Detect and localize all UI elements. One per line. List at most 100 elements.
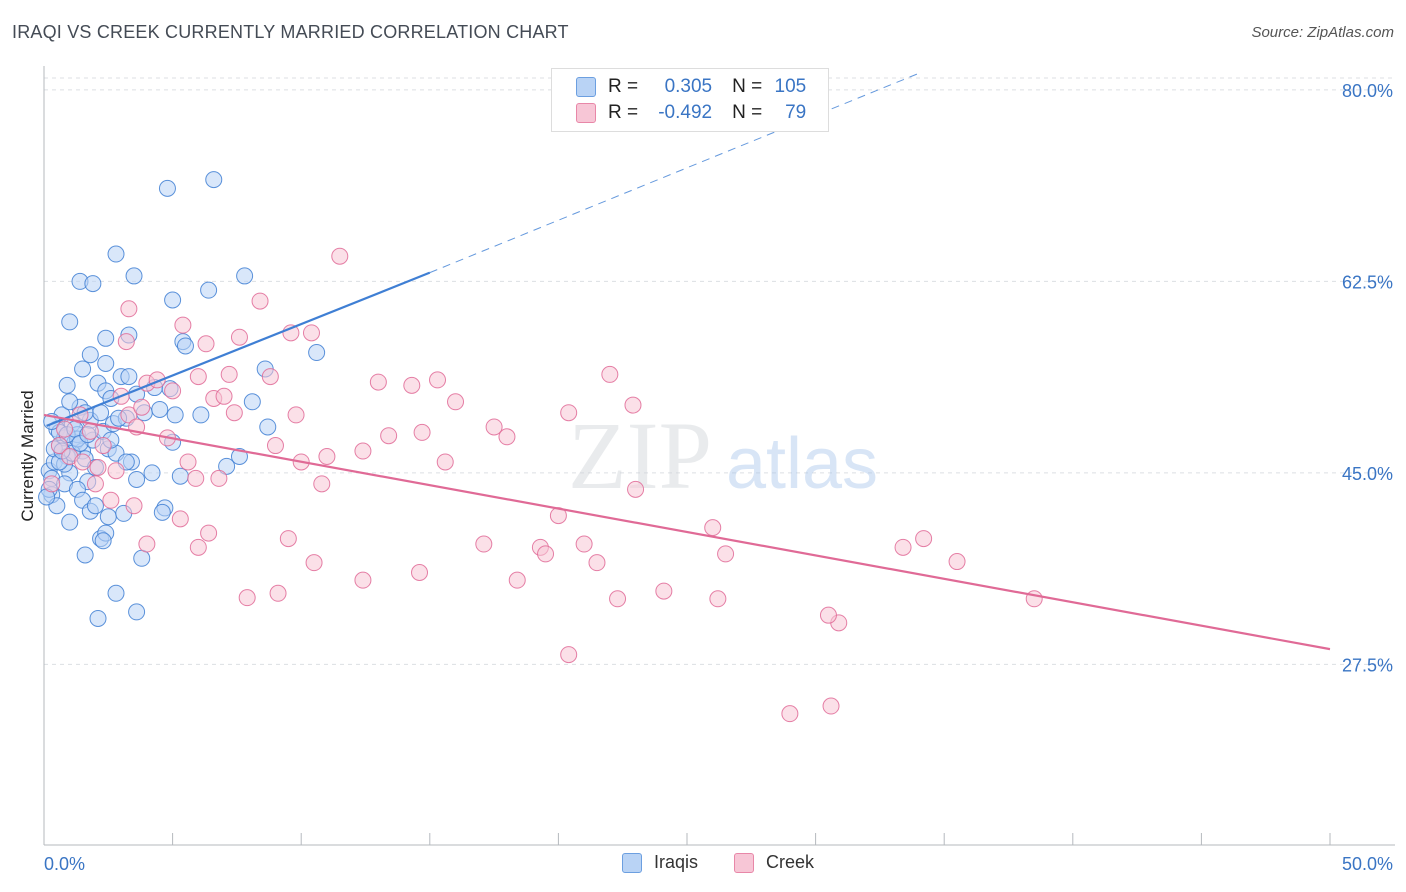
point-iraqis bbox=[151, 400, 169, 418]
point-iraqis bbox=[171, 467, 189, 485]
point-creek bbox=[230, 328, 248, 346]
point-iraqis bbox=[153, 503, 171, 521]
x-tick-label: 50.0% bbox=[1342, 854, 1393, 874]
tick-labels: 80.0% 62.5% 45.0% 27.5% 0.0% 50.0% bbox=[44, 81, 1393, 874]
point-creek bbox=[279, 530, 297, 548]
chart-title: IRAQI VS CREEK CURRENTLY MARRIED CORRELA… bbox=[12, 22, 569, 42]
point-creek bbox=[354, 442, 372, 460]
gridlines bbox=[44, 77, 1395, 665]
point-creek bbox=[305, 554, 323, 572]
point-iraqis bbox=[58, 376, 76, 394]
point-creek bbox=[197, 335, 215, 353]
point-iraqis bbox=[107, 584, 125, 602]
point-iraqis bbox=[218, 457, 236, 475]
point-creek bbox=[313, 475, 331, 493]
legend-item-creek[interactable]: Creek bbox=[734, 852, 814, 873]
point-creek bbox=[138, 535, 156, 553]
point-creek bbox=[94, 437, 112, 455]
r-label: R = bbox=[608, 102, 639, 123]
y-tick-label: 45.0% bbox=[1342, 464, 1393, 484]
point-creek bbox=[215, 387, 233, 405]
point-iraqis bbox=[86, 497, 104, 515]
watermark-atlas: atlas bbox=[726, 424, 878, 504]
stats-swatch-iraqis bbox=[576, 77, 596, 97]
point-creek bbox=[74, 453, 92, 471]
point-creek bbox=[189, 538, 207, 556]
point-creek bbox=[588, 554, 606, 572]
point-creek bbox=[369, 373, 387, 391]
point-creek bbox=[210, 469, 228, 487]
point-creek bbox=[717, 545, 735, 563]
point-creek bbox=[220, 365, 238, 383]
point-creek bbox=[89, 458, 107, 476]
point-iraqis bbox=[97, 354, 115, 372]
point-creek bbox=[624, 396, 642, 414]
point-iraqis bbox=[259, 418, 277, 436]
y-tick-label: 27.5% bbox=[1342, 655, 1393, 675]
point-creek bbox=[225, 404, 243, 422]
point-creek bbox=[133, 398, 151, 416]
point-creek bbox=[86, 475, 104, 493]
legend-swatch-iraqis bbox=[622, 852, 642, 873]
point-creek bbox=[819, 606, 837, 624]
n-value-creek: 79 bbox=[785, 102, 807, 123]
point-creek bbox=[125, 497, 143, 515]
stats-swatch-creek bbox=[576, 103, 596, 123]
point-creek bbox=[436, 453, 454, 471]
point-creek bbox=[447, 393, 465, 411]
point-iraqis bbox=[107, 245, 125, 263]
n-value-iraqis: 105 bbox=[774, 76, 807, 97]
point-creek bbox=[164, 382, 182, 400]
point-creek bbox=[251, 292, 269, 310]
point-iraqis bbox=[61, 393, 79, 411]
point-iraqis bbox=[192, 406, 210, 424]
axes bbox=[43, 66, 1395, 846]
point-creek bbox=[537, 545, 555, 563]
point-iraqis bbox=[61, 313, 79, 331]
r-label: R = bbox=[608, 76, 639, 97]
point-creek bbox=[413, 423, 431, 441]
point-creek bbox=[238, 589, 256, 607]
point-iraqis bbox=[120, 368, 138, 386]
point-creek bbox=[56, 420, 74, 438]
point-creek bbox=[411, 564, 429, 582]
point-creek bbox=[704, 519, 722, 537]
source-label: Source: ZipAtlas.com bbox=[1251, 24, 1394, 41]
point-creek bbox=[627, 480, 645, 498]
point-creek bbox=[380, 427, 398, 445]
point-creek bbox=[171, 510, 189, 528]
point-iraqis bbox=[128, 603, 146, 621]
point-iraqis bbox=[74, 360, 92, 378]
point-iraqis bbox=[89, 609, 107, 627]
point-creek bbox=[302, 324, 320, 342]
point-creek bbox=[485, 418, 503, 436]
point-creek bbox=[187, 469, 205, 487]
point-creek bbox=[189, 368, 207, 386]
series-legend: Iraqis Creek bbox=[0, 852, 1406, 878]
stats-row-iraqis: R = 0.305 N = 105 bbox=[576, 75, 806, 99]
point-iraqis bbox=[99, 508, 117, 526]
point-iraqis bbox=[128, 470, 146, 488]
point-iraqis bbox=[164, 291, 182, 309]
point-iraqis bbox=[81, 346, 99, 364]
point-iraqis bbox=[61, 513, 79, 531]
point-iraqis bbox=[200, 281, 218, 299]
point-iraqis bbox=[125, 267, 143, 285]
point-creek bbox=[43, 475, 61, 493]
stats-legend: R = 0.305 N = 105 R = -0.492 N = 79 bbox=[551, 68, 829, 132]
x-tick-label: 0.0% bbox=[44, 854, 85, 874]
r-value-iraqis: 0.305 bbox=[664, 76, 713, 97]
stats-row-creek: R = -0.492 N = 79 bbox=[576, 101, 806, 125]
point-iraqis bbox=[94, 532, 112, 550]
legend-label-iraqis: Iraqis bbox=[654, 852, 699, 872]
legend-item-iraqis[interactable]: Iraqis bbox=[622, 852, 698, 873]
point-iraqis bbox=[143, 464, 161, 482]
point-creek bbox=[948, 553, 966, 571]
point-iraqis bbox=[230, 448, 248, 465]
y-tick-label: 62.5% bbox=[1342, 272, 1393, 292]
point-iraqis bbox=[308, 344, 326, 362]
point-creek bbox=[429, 371, 447, 389]
point-creek bbox=[354, 571, 372, 589]
point-creek bbox=[575, 535, 593, 553]
